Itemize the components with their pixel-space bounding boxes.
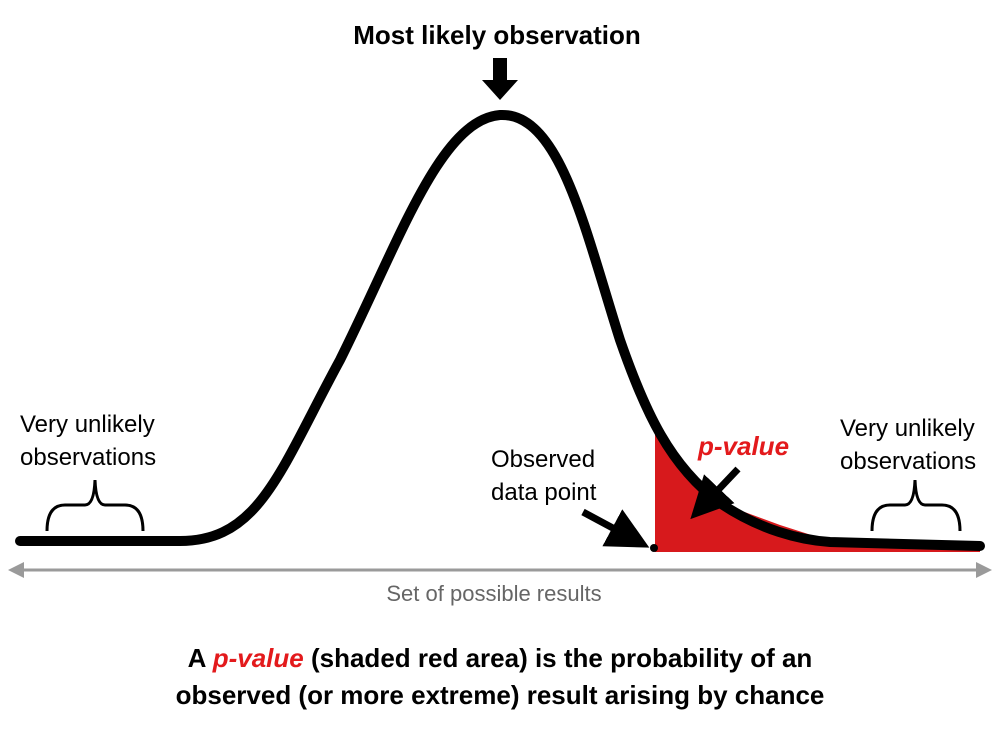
caption: A p-value (shaded red area) is the proba… [0, 640, 1000, 714]
caption-line1-rest: (shaded red area) is the probability of … [303, 643, 813, 673]
right-brace-icon [870, 479, 962, 532]
peak-arrow-icon [482, 58, 518, 100]
observed-arrow-icon [581, 508, 650, 548]
caption-line2: observed (or more extreme) result arisin… [175, 680, 825, 710]
pvalue-label: p-value [697, 431, 789, 461]
left-unlikely-label-line1: Very unlikely [20, 411, 155, 438]
axis-double-arrow-icon [8, 562, 992, 578]
observed-label-line2: data point [491, 479, 597, 506]
left-brace-icon [45, 479, 145, 532]
left-unlikely-label-line2: observations [20, 444, 156, 471]
title-most-likely: Most likely observation [353, 20, 641, 50]
pvalue-arrow-icon [690, 466, 741, 520]
caption-prefix: A [187, 643, 213, 673]
right-unlikely-label-line1: Very unlikely [840, 415, 975, 442]
caption-emphasis: p-value [212, 643, 304, 673]
right-unlikely-label-line2: observations [840, 448, 976, 475]
observed-label-line1: Observed [491, 446, 595, 473]
observed-data-point [650, 544, 658, 552]
caption-line1: A p-value (shaded red area) is the proba… [0, 640, 1000, 677]
pvalue-shaded-area [655, 433, 980, 552]
axis-label: Set of possible results [386, 581, 601, 606]
